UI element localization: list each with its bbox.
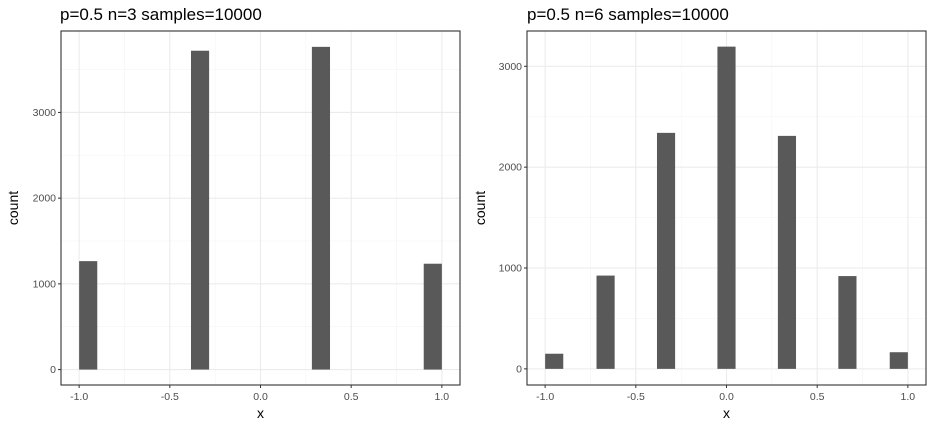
histogram-bar — [596, 275, 615, 369]
x-axis-title: x — [723, 405, 730, 421]
x-tick-label: 0.0 — [719, 391, 734, 403]
y-tick-label: 0 — [50, 364, 56, 376]
y-tick-label: 1000 — [499, 263, 523, 275]
x-tick-label: -1.0 — [70, 391, 88, 403]
histogram-bar — [717, 46, 736, 369]
x-tick-label: -0.5 — [161, 391, 179, 403]
chart-panel-1: -1.0 -0.5 0.0 0.5 1.0 0 1000 2000 3000 p=0.5 n=3 … — [5, 5, 461, 421]
histogram-bar — [777, 135, 797, 369]
histogram-bar — [190, 50, 210, 370]
histogram-bar — [656, 132, 676, 369]
y-tick-label: 2000 — [499, 162, 523, 174]
x-tick-label: 1.0 — [435, 391, 450, 403]
histogram-bar — [889, 352, 908, 369]
y-tick-label: 0 — [516, 363, 522, 375]
chart-panel-2: -1.0 -0.5 0.0 0.5 1.0 0 1000 2000 3000 p=0.5 n=6 … — [472, 5, 927, 421]
y-tick-label: 2000 — [33, 193, 57, 205]
y-tick-label: 1000 — [33, 278, 57, 290]
histogram-bar — [423, 263, 442, 370]
y-tick-label: 3000 — [33, 107, 57, 119]
x-tick-label: 0.5 — [344, 391, 359, 403]
x-axis-title: x — [257, 405, 264, 421]
x-tick-label: 0.0 — [253, 391, 268, 403]
histogram-bar — [545, 353, 564, 369]
y-tick-label: 3000 — [499, 61, 523, 73]
x-tick-label: 1.0 — [901, 391, 916, 403]
histogram-bar — [838, 276, 857, 369]
histogram-bar — [311, 46, 331, 370]
y-axis-title: count — [472, 191, 488, 225]
x-tick-label: -1.0 — [536, 391, 554, 403]
y-axis-title: count — [5, 191, 21, 225]
x-tick-label: -0.5 — [627, 391, 645, 403]
chart-title: p=0.5 n=3 samples=10000 — [60, 5, 262, 24]
chart-title: p=0.5 n=6 samples=10000 — [527, 5, 729, 24]
x-tick-label: 0.5 — [810, 391, 825, 403]
histogram-bar — [79, 261, 98, 370]
